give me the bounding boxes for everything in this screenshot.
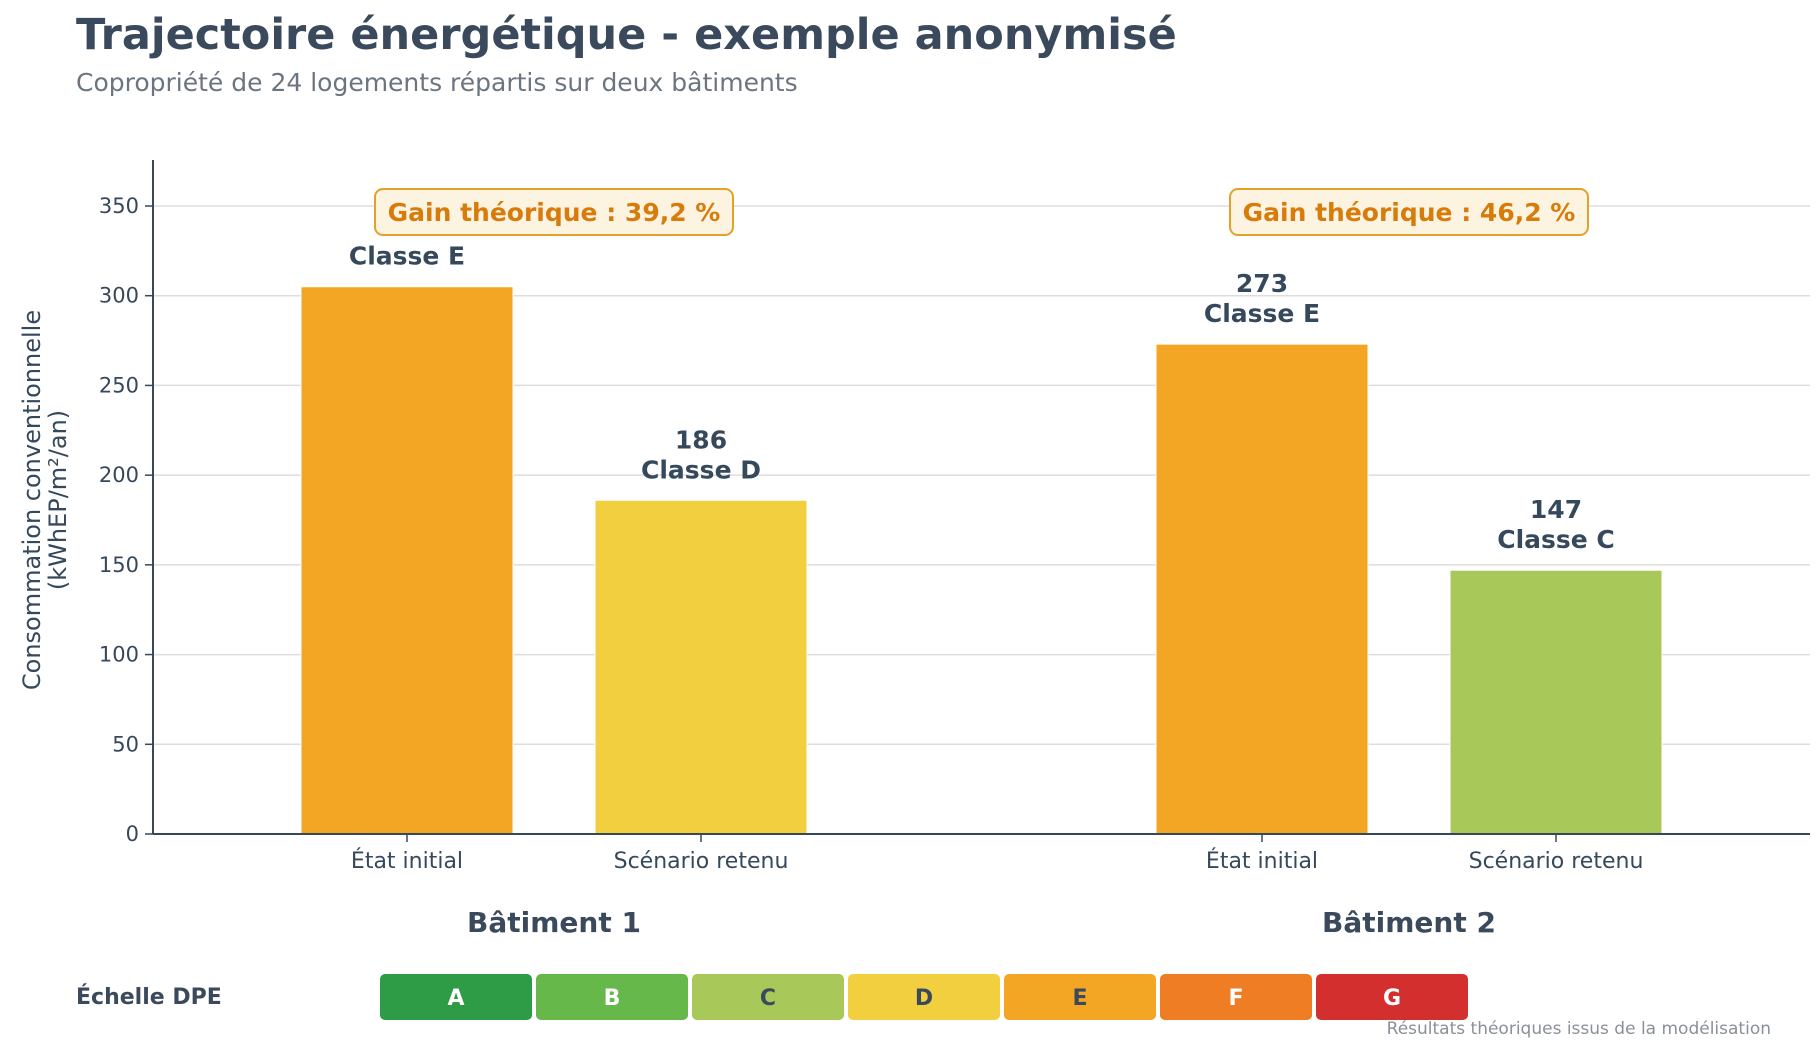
bar-class-label: Classe C [1497, 525, 1615, 554]
dpe-class-letter: F [1228, 986, 1243, 1011]
y-tick-label: 50 [112, 732, 139, 756]
y-tick-label: 300 [99, 284, 139, 308]
dpe-class-e [1004, 974, 1156, 1020]
y-tick-label: 250 [99, 373, 139, 397]
y-axis-label-unit: (kWhEP/m²/an) [44, 410, 72, 590]
x-tick-label: Scénario retenu [1469, 849, 1644, 874]
gain-label: Gain théorique : 39,2 % [388, 198, 721, 227]
dpe-class-letter: A [447, 986, 464, 1011]
y-tick-label: 100 [99, 643, 139, 667]
y-tick-label: 150 [99, 553, 139, 577]
bar-class-label: Classe D [641, 455, 761, 484]
dpe-class-d [848, 974, 1000, 1020]
bar [594, 499, 808, 835]
gain-label: Gain théorique : 46,2 % [1243, 198, 1576, 227]
y-tick-label: 350 [99, 194, 139, 218]
bar [300, 286, 514, 835]
dpe-class-b [536, 974, 688, 1020]
dpe-class-g [1316, 974, 1468, 1020]
dpe-class-letter: C [760, 986, 776, 1011]
dpe-class-a [380, 974, 532, 1020]
bar [1449, 569, 1663, 835]
dpe-class-f [1160, 974, 1312, 1020]
gain-badge [374, 188, 734, 236]
footnote: Résultats théoriques issus de la modélis… [1386, 1019, 1771, 1039]
dpe-class-letter: B [604, 986, 621, 1011]
bar-value-label: 186 [675, 425, 727, 454]
chart-subtitle: Copropriété de 24 logements répartis sur… [76, 68, 798, 97]
group-label: Bâtiment 2 [1322, 906, 1496, 939]
bar [1155, 343, 1369, 835]
y-tick-label: 200 [99, 463, 139, 487]
bar-class-label: Classe E [349, 242, 465, 271]
x-tick-label: État initial [1206, 848, 1318, 874]
bar-value-label: 147 [1530, 495, 1582, 524]
dpe-class-letter: D [915, 986, 933, 1011]
y-axis-label: Consommation conventionnelle [18, 310, 46, 690]
dpe-class-letter: G [1383, 986, 1401, 1011]
group-label: Bâtiment 1 [467, 906, 641, 939]
x-tick-label: État initial [351, 848, 463, 874]
x-tick-label: Scénario retenu [614, 849, 789, 874]
gain-badge [1229, 188, 1589, 236]
bar-class-label: Classe E [1204, 299, 1320, 328]
dpe-scale-label: Échelle DPE [76, 984, 222, 1010]
bar-value-label: 273 [1236, 269, 1288, 298]
dpe-class-c [692, 974, 844, 1020]
dpe-class-letter: E [1072, 986, 1087, 1011]
y-tick-label: 0 [126, 822, 139, 846]
chart-title: Trajectoire énergétique - exemple anonym… [76, 10, 1177, 60]
